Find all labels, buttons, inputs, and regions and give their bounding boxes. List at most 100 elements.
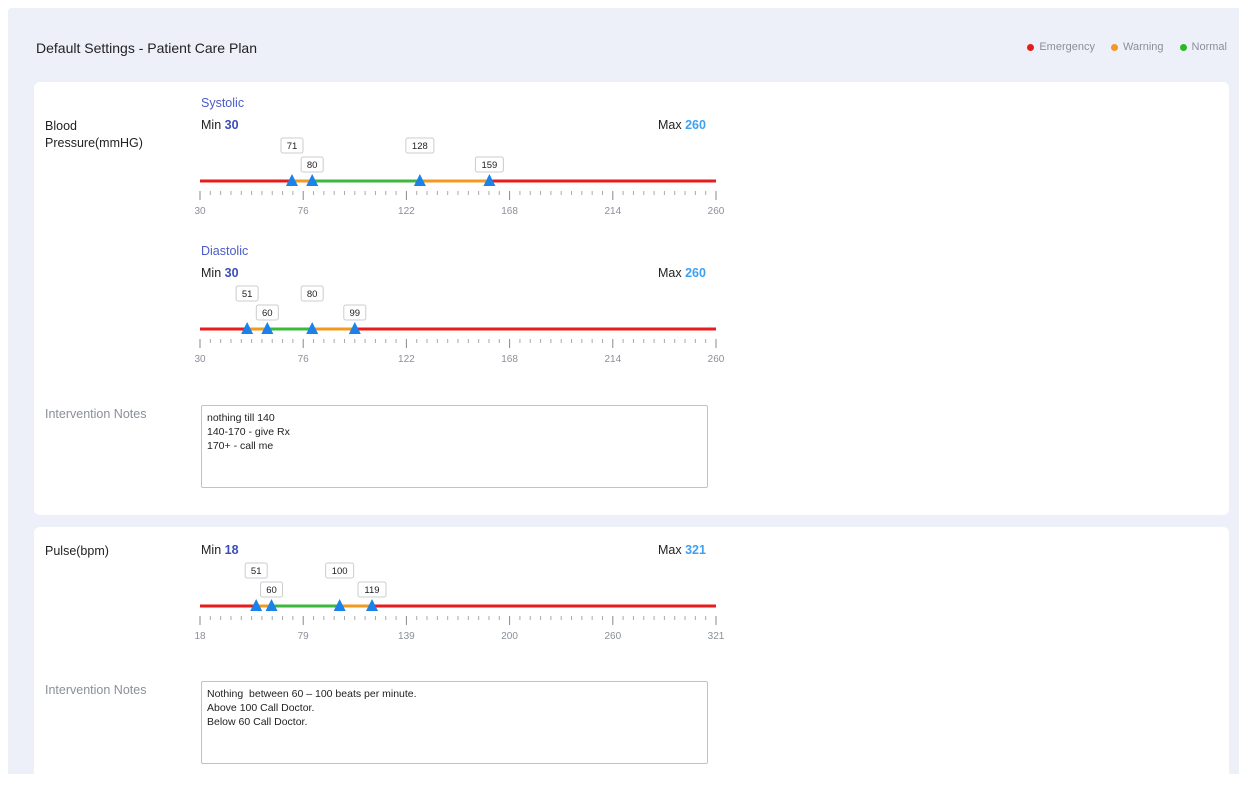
slider-handle-icon[interactable] (413, 174, 426, 186)
handle-value-label: 51 (251, 566, 262, 577)
blood-pressure-label-line2: Pressure(mmHG) (45, 136, 143, 150)
pulse-notes-line: Below 60 Call Doctor. (207, 716, 308, 728)
systolic-max-value: 260 (685, 118, 706, 132)
tick-label: 260 (604, 631, 621, 642)
pulse-notes-line: Above 100 Call Doctor. (207, 702, 315, 714)
pulse-notes-line: Nothing between 60 – 100 beats per minut… (207, 688, 417, 700)
diastolic-min: Min 30 (201, 266, 239, 280)
tick-label: 260 (708, 206, 725, 217)
handle-value-label: 60 (266, 585, 277, 596)
handle-value-label: 128 (412, 141, 428, 152)
legend-normal-label: Normal (1191, 41, 1227, 53)
legend-emergency-label: Emergency (1039, 41, 1095, 53)
systolic-max-label: Max (658, 118, 682, 132)
handle-value-badge (280, 137, 304, 154)
handle-value-label: 100 (332, 566, 348, 577)
handle-value-label: 60 (262, 308, 273, 319)
slider-handle-icon[interactable] (366, 599, 378, 611)
handle-value-badge (325, 562, 355, 579)
pulse-card: Pulse(bpm) Min 18 Max 321 18 79 139 200 260 3… (34, 527, 1229, 797)
handle-value-label: 80 (307, 160, 318, 171)
warning-dot-icon (1110, 43, 1118, 51)
pulse-min: Min 18 (201, 543, 239, 557)
pulse-notes-textarea[interactable]: Nothing between 60 – 100 beats per minut… (201, 681, 708, 764)
bp-notes-textarea[interactable]: nothing till 140 140-170 - give Rx 170+ … (201, 405, 708, 488)
systolic-title: Systolic (201, 96, 245, 110)
diastolic-max-value: 260 (685, 266, 706, 280)
handle-value-badge (244, 562, 268, 579)
handle-value-label: 51 (242, 289, 253, 300)
diastolic-title: Diastolic (201, 244, 249, 258)
pulse-slider[interactable]: 18 79 139 200 260 321 51 60 100 119 (194, 557, 725, 647)
blood-pressure-label: Blood Pressure(mmHG) (45, 118, 143, 152)
bp-notes-label: Intervention Notes (45, 407, 147, 421)
slider-handle-icon[interactable] (265, 599, 278, 611)
handle-value-label: 80 (307, 289, 318, 300)
handle-value-badge (357, 581, 387, 598)
emergency-dot-icon (1027, 43, 1035, 51)
systolic-min-value: 30 (224, 118, 239, 132)
slider-graphic: 18 79 139 200 260 321 51 60 100 119 (194, 562, 725, 642)
tick-label: 30 (194, 354, 206, 365)
tick-label: 168 (501, 354, 518, 365)
diastolic-min-value: 30 (224, 266, 239, 280)
pulse-notes-label: Intervention Notes (45, 683, 147, 697)
settings-panel: Default Settings - Patient Care Plan Eme… (8, 8, 1239, 797)
handle-value-label: 119 (364, 585, 379, 596)
legend-normal: Normal (1179, 41, 1227, 53)
slider-handle-icon[interactable] (261, 322, 274, 334)
slider-graphic: 30 76 122 168 214 260 51 60 80 99 (194, 285, 725, 365)
pulse-label: Pulse(bpm) (45, 544, 109, 558)
tick-label: 260 (708, 354, 725, 365)
tick-label: 79 (298, 631, 310, 642)
diastolic-max-label: Max (658, 266, 682, 280)
tick-label: 76 (298, 206, 310, 217)
slider-handle-icon[interactable] (348, 322, 361, 334)
tick-label: 321 (708, 631, 725, 642)
tick-label: 30 (194, 206, 206, 217)
page-title: Default Settings - Patient Care Plan (36, 40, 258, 56)
legend: Emergency Warning Normal (1027, 41, 1227, 53)
diastolic-min-label: Min (201, 266, 222, 280)
normal-dot-icon (1179, 43, 1187, 51)
tick-label: 200 (501, 631, 518, 642)
tick-label: 168 (501, 206, 518, 217)
slider-handle-icon[interactable] (333, 599, 346, 611)
handle-value-badge (255, 304, 279, 321)
tick-label: 122 (398, 354, 415, 365)
slider-graphic: 30 76 122 168 214 260 71 80 128 159 (194, 137, 725, 217)
blood-pressure-card: Blood Pressure(mmHG) Systolic Min 30 Max… (34, 82, 1229, 515)
handle-value-badge (235, 285, 259, 302)
blood-pressure-label-line1: Blood (45, 119, 77, 133)
slider-handle-icon[interactable] (250, 599, 263, 611)
handle-value-badge (300, 285, 324, 302)
bp-notes-line: nothing till 140 (207, 412, 275, 424)
legend-warning-label: Warning (1122, 41, 1164, 53)
tick-label: 18 (194, 631, 206, 642)
diastolic-max: Max 260 (658, 266, 706, 280)
handle-value-label: 159 (481, 160, 497, 171)
handle-value-label: 99 (350, 308, 361, 319)
handle-value-badge (474, 156, 504, 173)
tick-label: 122 (398, 206, 415, 217)
pulse-min-value: 18 (224, 543, 239, 557)
pulse-min-label: Min (201, 543, 222, 557)
legend-warning: Warning (1110, 41, 1164, 53)
legend-emergency: Emergency (1027, 41, 1095, 53)
slider-handle-icon[interactable] (241, 322, 254, 334)
slider-handle-icon[interactable] (483, 174, 496, 186)
slider-handle-icon[interactable] (306, 322, 319, 334)
handle-value-label: 71 (287, 141, 298, 152)
handle-value-badge (405, 137, 435, 154)
tick-label: 76 (298, 354, 310, 365)
slider-handle-icon[interactable] (285, 174, 298, 186)
tick-label: 214 (604, 354, 621, 365)
systolic-max: Max 260 (658, 118, 706, 132)
handle-value-badge (343, 304, 367, 321)
systolic-min-label: Min (201, 118, 222, 132)
pulse-max-value: 321 (685, 543, 706, 557)
systolic-slider[interactable]: 30 76 122 168 214 260 71 80 128 159 (194, 132, 725, 222)
slider-handle-icon[interactable] (306, 174, 319, 186)
diastolic-slider[interactable]: 30 76 122 168 214 260 51 60 80 99 (194, 280, 725, 370)
pulse-max: Max 321 (658, 543, 706, 557)
